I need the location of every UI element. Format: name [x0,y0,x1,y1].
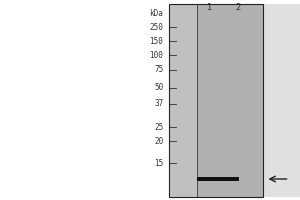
Bar [169,4,262,197]
Text: 250: 250 [150,22,164,31]
Bar [169,4,262,197]
Text: 15: 15 [154,158,164,168]
Text: 37: 37 [154,99,164,108]
Bar [169,4,196,197]
Bar [196,177,238,181]
Text: 1: 1 [206,3,211,12]
Text: 75: 75 [154,66,164,74]
Text: 25: 25 [154,122,164,132]
Text: 20: 20 [154,136,164,146]
Text: kDa: kDa [150,8,164,18]
Text: 100: 100 [150,50,164,60]
Text: 50: 50 [154,84,164,92]
Text: 2: 2 [236,3,241,12]
Bar [262,4,300,197]
Text: 150: 150 [150,36,164,46]
